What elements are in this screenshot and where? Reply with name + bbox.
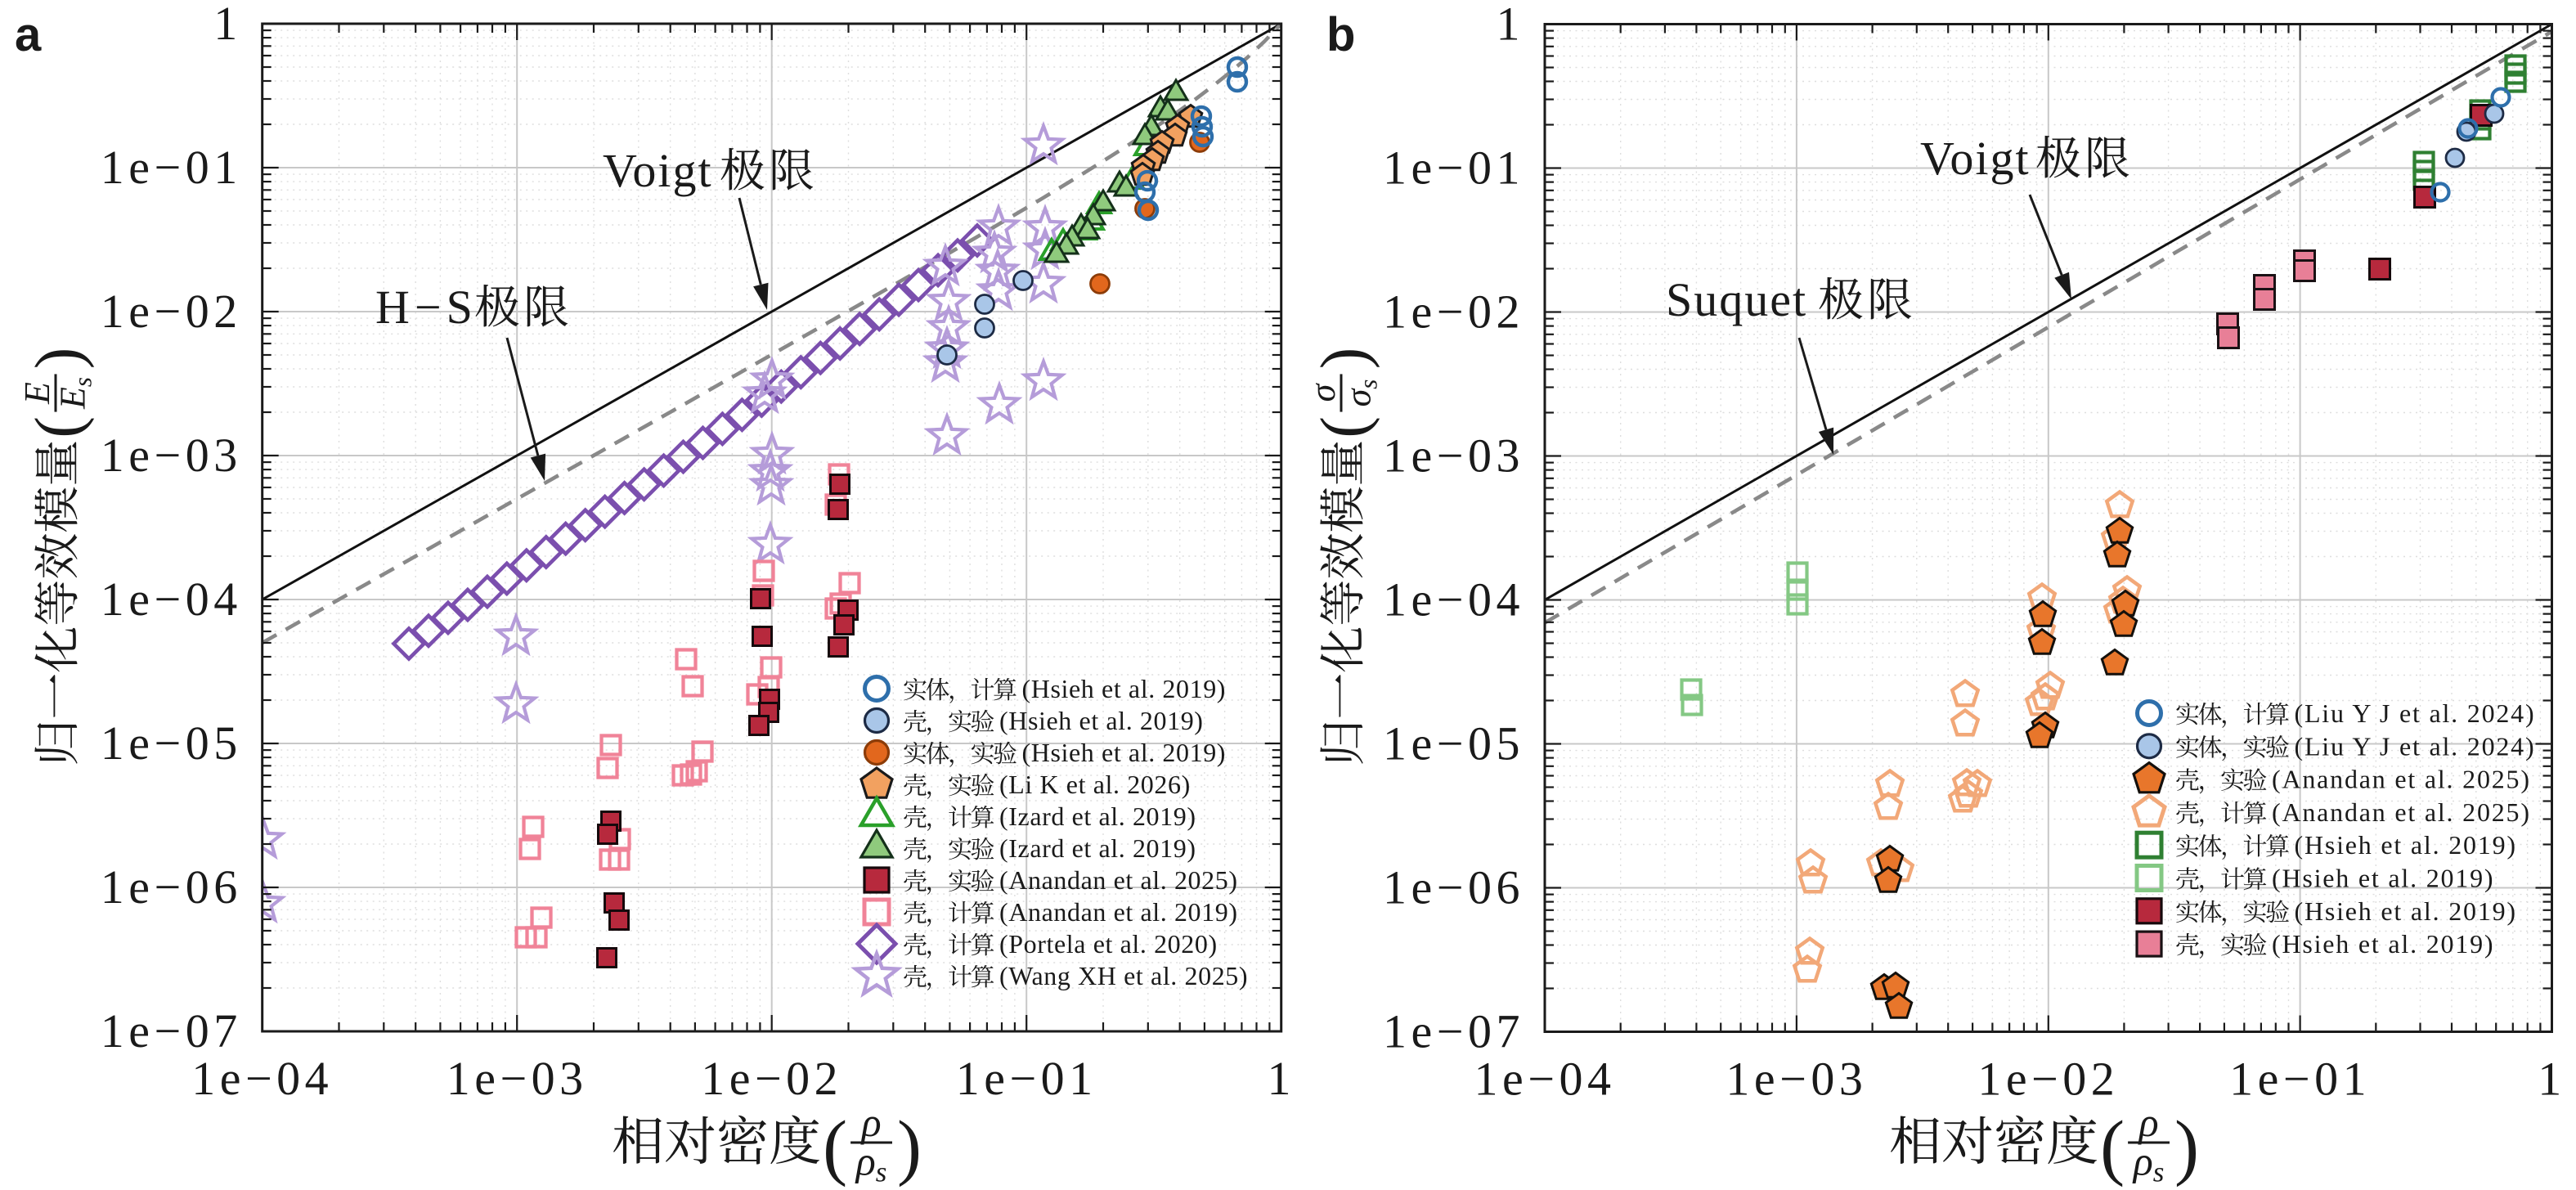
svg-text:1e−02: 1e−02: [701, 1052, 842, 1105]
svg-text:): ): [23, 348, 95, 370]
svg-text:1e−06: 1e−06: [101, 860, 242, 914]
svg-text:): ): [897, 1107, 922, 1188]
svg-text:a: a: [15, 8, 42, 61]
svg-text:H−S: H−S: [375, 281, 474, 334]
svg-text:(Portela et al. 2020): (Portela et al. 2020): [999, 929, 1218, 959]
svg-text:(Izard et al. 2019): (Izard et al. 2019): [999, 802, 1196, 831]
svg-text:1e−03: 1e−03: [1726, 1053, 1867, 1106]
svg-text:(: (: [2100, 1107, 2125, 1188]
svg-text:1e−03: 1e−03: [1383, 429, 1524, 483]
svg-text:(Liu Y J et al. 2024): (Liu Y J et al. 2024): [2295, 698, 2536, 728]
svg-text:(Anandan et al. 2019): (Anandan et al. 2019): [999, 897, 1238, 927]
svg-text:(Li K et al. 2026): (Li K et al. 2026): [999, 770, 1191, 799]
svg-text:1e−02: 1e−02: [1383, 285, 1524, 339]
svg-text:1e−07: 1e−07: [101, 1004, 242, 1058]
svg-text:1e−04: 1e−04: [101, 573, 242, 626]
svg-text:1: 1: [1497, 0, 1525, 51]
svg-text:1e−05: 1e−05: [101, 716, 242, 770]
svg-text:1e−04: 1e−04: [191, 1052, 333, 1105]
svg-text:(Hsieh et al. 2019): (Hsieh et al. 2019): [2272, 864, 2494, 893]
svg-text:(Hsieh et al. 2019): (Hsieh et al. 2019): [2272, 929, 2494, 959]
svg-text:1e−01: 1e−01: [956, 1052, 1097, 1105]
svg-text:Voigt: Voigt: [603, 144, 713, 197]
svg-text:1e−02: 1e−02: [101, 285, 242, 338]
svg-text:(Anandan et al. 2025): (Anandan et al. 2025): [2272, 765, 2531, 794]
svg-text:1e−04: 1e−04: [1474, 1053, 1616, 1106]
svg-text:(: (: [823, 1107, 847, 1188]
svg-text:1: 1: [2538, 1053, 2566, 1106]
svg-text:1: 1: [1267, 1052, 1295, 1105]
svg-text:(Hsieh et al. 2019): (Hsieh et al. 2019): [1022, 738, 1227, 767]
svg-text:1e−04: 1e−04: [1383, 573, 1524, 626]
svg-text:(Liu Y J et al. 2024): (Liu Y J et al. 2024): [2295, 731, 2536, 761]
svg-text:1e−06: 1e−06: [1383, 861, 1524, 914]
svg-text:(Hsieh et al. 2019): (Hsieh et al. 2019): [1022, 674, 1227, 703]
svg-text:): ): [1308, 348, 1380, 370]
svg-text:(: (: [1308, 416, 1380, 438]
svg-text:Voigt: Voigt: [1920, 132, 2031, 185]
svg-text:(Izard et al. 2019): (Izard et al. 2019): [999, 833, 1196, 863]
svg-text:1e−01: 1e−01: [1383, 141, 1524, 195]
svg-text:ρs: ρs: [2132, 1138, 2165, 1188]
svg-text:1e−01: 1e−01: [101, 141, 242, 194]
svg-text:b: b: [1326, 8, 1355, 61]
svg-text:1e−07: 1e−07: [1383, 1005, 1524, 1058]
svg-text:1e−05: 1e−05: [1383, 717, 1524, 770]
svg-text:(Hsieh et al. 2019): (Hsieh et al. 2019): [2295, 830, 2517, 860]
svg-text:1e−03: 1e−03: [447, 1052, 588, 1105]
svg-text:(Hsieh et al. 2019): (Hsieh et al. 2019): [999, 706, 1204, 735]
svg-text:(Wang XH et al. 2025): (Wang XH et al. 2025): [999, 961, 1248, 990]
svg-text:Suquet: Suquet: [1666, 273, 1807, 326]
svg-text:1e−02: 1e−02: [1977, 1053, 2119, 1106]
svg-text:σ: σ: [1303, 382, 1343, 402]
svg-text:ρ: ρ: [860, 1099, 882, 1145]
svg-text:1e−03: 1e−03: [101, 429, 242, 482]
svg-text:(Anandan et al. 2025): (Anandan et al. 2025): [2272, 797, 2531, 827]
svg-text:1: 1: [213, 0, 242, 50]
svg-text:E: E: [17, 382, 57, 405]
svg-text:(: (: [23, 416, 95, 438]
svg-text:1e−01: 1e−01: [2229, 1053, 2371, 1106]
svg-text:(Anandan et al. 2025): (Anandan et al. 2025): [999, 865, 1238, 895]
svg-text:(Hsieh et al. 2019): (Hsieh et al. 2019): [2295, 896, 2517, 926]
svg-text:): ): [2174, 1107, 2199, 1188]
svg-text:ρ: ρ: [2138, 1099, 2159, 1145]
